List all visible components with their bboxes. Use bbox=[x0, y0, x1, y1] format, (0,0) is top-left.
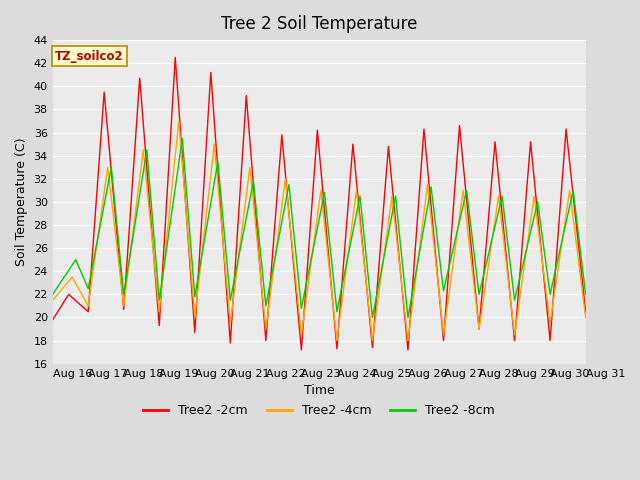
Tree2 -8cm bbox=[369, 314, 376, 320]
Tree2 -2cm bbox=[298, 347, 305, 353]
Tree2 -8cm bbox=[582, 291, 589, 297]
Tree2 -8cm bbox=[372, 294, 380, 300]
Tree2 -2cm bbox=[226, 330, 234, 336]
Tree2 -8cm bbox=[305, 268, 313, 274]
Tree2 -8cm bbox=[49, 291, 56, 297]
Y-axis label: Soil Temperature (C): Soil Temperature (C) bbox=[15, 138, 28, 266]
Tree2 -8cm bbox=[226, 289, 234, 295]
Tree2 -4cm bbox=[305, 277, 313, 283]
Tree2 -8cm bbox=[558, 239, 566, 244]
Tree2 -8cm bbox=[155, 293, 163, 299]
Tree2 -8cm bbox=[261, 294, 269, 300]
Tree2 -4cm bbox=[333, 338, 340, 344]
Tree2 -2cm bbox=[582, 309, 589, 314]
Legend: Tree2 -2cm, Tree2 -4cm, Tree2 -8cm: Tree2 -2cm, Tree2 -4cm, Tree2 -8cm bbox=[138, 399, 500, 422]
Tree2 -4cm bbox=[372, 309, 380, 314]
Tree2 -2cm bbox=[261, 326, 269, 332]
Tree2 -2cm bbox=[558, 182, 566, 188]
Tree2 -4cm bbox=[175, 118, 182, 124]
Line: Tree2 -4cm: Tree2 -4cm bbox=[52, 121, 586, 341]
Tree2 -4cm bbox=[49, 297, 56, 303]
Tree2 -2cm bbox=[49, 317, 56, 323]
Tree2 -4cm bbox=[261, 317, 269, 323]
Tree2 -2cm bbox=[372, 296, 380, 301]
Tree2 -4cm bbox=[226, 312, 234, 318]
Tree2 -2cm bbox=[305, 242, 313, 248]
Tree2 -4cm bbox=[155, 305, 163, 311]
X-axis label: Time: Time bbox=[304, 384, 335, 397]
Tree2 -4cm bbox=[558, 240, 566, 246]
Line: Tree2 -8cm: Tree2 -8cm bbox=[52, 138, 586, 317]
Text: TZ_soilco2: TZ_soilco2 bbox=[55, 50, 124, 63]
Tree2 -4cm bbox=[582, 314, 589, 320]
Tree2 -8cm bbox=[179, 135, 186, 141]
Tree2 -2cm bbox=[155, 318, 163, 324]
Tree2 -2cm bbox=[172, 55, 179, 60]
Line: Tree2 -2cm: Tree2 -2cm bbox=[52, 58, 586, 350]
Title: Tree 2 Soil Temperature: Tree 2 Soil Temperature bbox=[221, 15, 417, 33]
